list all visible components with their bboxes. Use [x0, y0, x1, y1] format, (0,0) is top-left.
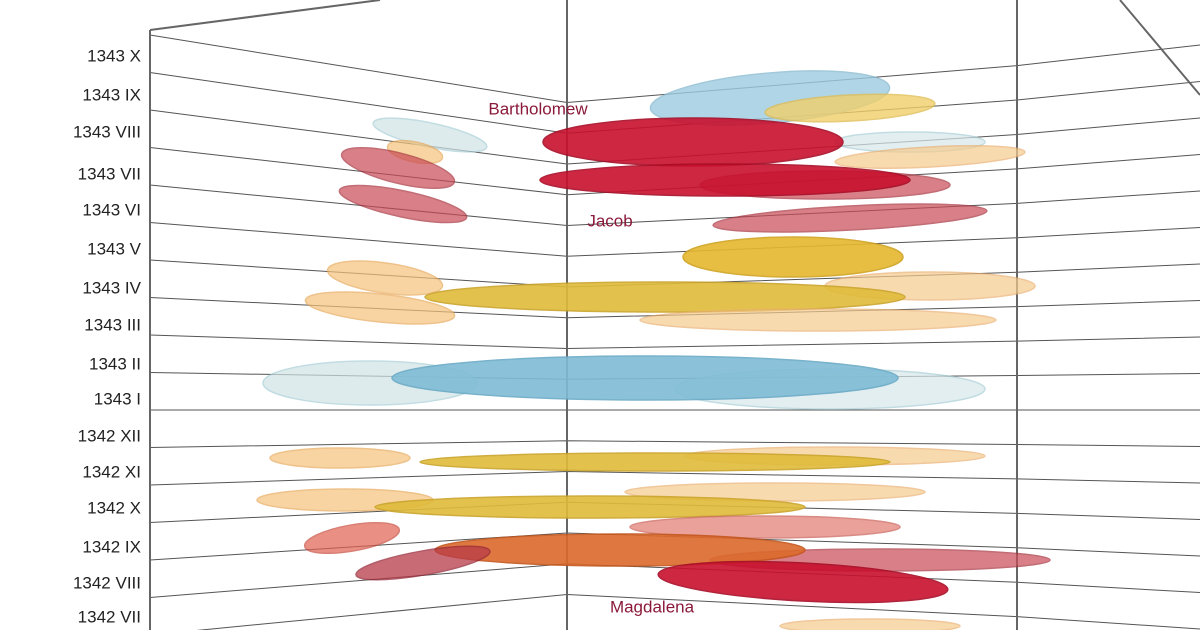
ellipse [764, 93, 936, 123]
box-edge [1119, 0, 1200, 96]
ellipse [340, 147, 456, 189]
ellipse [355, 545, 491, 581]
ellipse [657, 560, 949, 604]
row-label: 1343 V [87, 239, 142, 258]
row-labels: 1343 X 1343 IX 1343 VIII 1343 VII 1343 VI 134… [73, 46, 142, 626]
ellipse [338, 184, 468, 224]
ellipse [374, 495, 806, 519]
row-label: 1343 IX [82, 85, 141, 104]
row-label: 1343 IV [82, 278, 141, 297]
ellipse [391, 355, 899, 401]
row-label: 1343 I [94, 389, 141, 408]
row-label: 1343 VI [82, 200, 141, 219]
row-label: 1342 XI [82, 462, 141, 481]
grid-line [149, 470, 1200, 486]
row-label: 1343 VIII [73, 122, 141, 141]
row-label: 1342 XII [78, 426, 141, 445]
row-label: 1343 VII [78, 164, 141, 183]
row-label: 1343 II [89, 354, 141, 373]
row-label: 1343 III [84, 315, 141, 334]
row-label: 1342 X [87, 498, 141, 517]
ellipse [424, 281, 906, 313]
ellipse [639, 308, 997, 332]
box-edge [149, 0, 381, 31]
row-label: 1342 IX [82, 537, 141, 556]
ellipse [304, 291, 456, 325]
grid-line [149, 440, 1200, 448]
row-label: 1343 X [87, 46, 141, 65]
ellipse [542, 117, 844, 167]
grid-line [149, 222, 1200, 257]
ellipse [326, 260, 444, 296]
row-label: 1342 VIII [73, 573, 141, 592]
annotation: Magdalena [610, 597, 695, 616]
grid-line [149, 334, 1200, 350]
ellipses [256, 70, 1051, 630]
row-label: 1342 VII [78, 607, 141, 626]
ellipse [712, 203, 988, 233]
grid-line [196, 593, 1200, 630]
ellipse [419, 452, 891, 472]
annotation: Jacob [587, 211, 632, 230]
annotation: Bartholomew [488, 99, 588, 118]
ellipse [629, 515, 901, 539]
ellipse [834, 145, 1026, 169]
ellipse [682, 236, 904, 278]
ellipse [779, 618, 961, 630]
ellipse [539, 163, 911, 197]
ellipse [303, 521, 401, 555]
ellipse [269, 447, 411, 469]
